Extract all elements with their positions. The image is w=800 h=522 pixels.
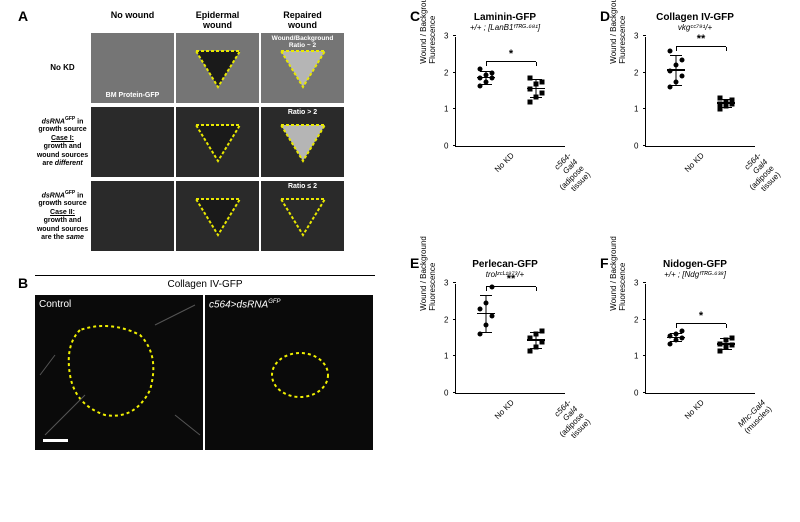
- panel-e-label: E: [410, 255, 419, 271]
- chart-d: Collagen IV-GFP vkgᶜᶜ⁷⁹¹/+ Wound / Backg…: [610, 12, 780, 212]
- x-axis-label: Mhc-Gal4 (muscles): [736, 398, 773, 435]
- y-tick: 1: [634, 352, 638, 361]
- chart-title: Perlecan-GFP: [420, 259, 590, 270]
- grid-a-cell: BM Protein-GFP: [90, 32, 175, 104]
- y-tick: 0: [634, 142, 638, 151]
- grid-a-cell: [175, 180, 260, 252]
- significance-marker: **: [697, 33, 706, 45]
- grid-a-cell: [175, 32, 260, 104]
- y-tick: 2: [444, 315, 448, 324]
- data-point: [478, 306, 483, 311]
- data-point: [540, 79, 545, 84]
- y-axis-label: Wound / Background Fluorescence: [609, 0, 627, 63]
- grid-a: No wound Epidermal wound Repaired wound …: [35, 10, 375, 252]
- panel-b: Collagen IV-GFP Control c564>dsRNAGFP: [35, 275, 375, 450]
- triangle-icon: [188, 191, 248, 241]
- grid-a-cell: [90, 106, 175, 178]
- chart-title: Nidogen-GFP: [610, 259, 780, 270]
- x-axis-label: No KD: [683, 151, 706, 174]
- data-point: [668, 85, 673, 90]
- plot-area: Wound / Background Fluorescence0123No KD…: [455, 37, 565, 147]
- col-header-2: Repaired wound: [260, 10, 345, 30]
- data-point: [528, 348, 533, 353]
- scalebar: [43, 439, 68, 442]
- data-point: [718, 107, 723, 112]
- panel-b-right-image: c564>dsRNAGFP: [205, 295, 373, 450]
- y-tick: 2: [444, 68, 448, 77]
- data-point: [478, 332, 483, 337]
- data-point: [680, 57, 685, 62]
- panel-f-label: F: [600, 255, 609, 271]
- triangle-icon: [273, 43, 333, 93]
- y-tick: 2: [634, 68, 638, 77]
- chart-title: Collagen IV-GFP: [610, 12, 780, 23]
- panel-a-label: A: [18, 8, 28, 24]
- grid-a-cell: Ratio > 2: [260, 106, 345, 178]
- chart-e: Perlecan-GFP trolᶻᶜᴸ¹⁹⁷³/+ Wound / Backg…: [420, 259, 590, 459]
- significance-marker: **: [507, 273, 516, 285]
- y-axis-label: Wound / Background Fluorescence: [419, 0, 437, 63]
- y-tick: 3: [444, 32, 448, 41]
- plot-area: Wound / Background Fluorescence0123No KD…: [645, 284, 755, 394]
- significance-marker: *: [509, 48, 513, 60]
- x-axis-label: c564-Gal4 (adipose tissue): [545, 398, 592, 445]
- x-axis-label: No KD: [493, 151, 516, 174]
- triangle-icon: [273, 117, 333, 167]
- data-point: [490, 314, 495, 319]
- data-point: [680, 74, 685, 79]
- col-header-1: Epidermal wound: [175, 10, 260, 30]
- y-tick: 3: [444, 279, 448, 288]
- data-point: [528, 100, 533, 105]
- x-axis-label: c564-Gal4 (adipose tissue): [545, 151, 592, 198]
- chart-c: Laminin-GFP +/+ ; [LanB1ᶠᵀᴿᴳ·⁶⁸¹] Wound …: [420, 12, 590, 212]
- panel-b-left-image: Control: [35, 295, 203, 450]
- plot-area: Wound / Background Fluorescence0123No KD…: [645, 37, 755, 147]
- grid-a-cell: Ratio ≤ 2: [260, 180, 345, 252]
- y-tick: 3: [634, 279, 638, 288]
- data-point: [668, 48, 673, 53]
- plot-area: Wound / Background Fluorescence0123No KD…: [455, 284, 565, 394]
- y-tick: 2: [634, 315, 638, 324]
- ratio-text: Wound/Background Ratio ~ 2: [261, 35, 344, 49]
- chart-f: Nidogen-GFP +/+ ; [Ndgᶠᵀᴿᴳ·⁶³⁸] Wound / …: [610, 259, 780, 459]
- y-tick: 0: [444, 389, 448, 398]
- grid-a-cell: [175, 106, 260, 178]
- triangle-icon: [188, 43, 248, 93]
- y-axis-label: Wound / Background Fluorescence: [609, 236, 627, 311]
- y-tick: 0: [634, 389, 638, 398]
- y-tick: 0: [444, 142, 448, 151]
- panel-b-label: B: [18, 275, 28, 291]
- grid-a-cell: Wound/Background Ratio ~ 2: [260, 32, 345, 104]
- panel-b-header: Collagen IV-GFP: [35, 275, 375, 292]
- y-tick: 3: [634, 32, 638, 41]
- grid-a-col-headers: No wound Epidermal wound Repaired wound: [90, 10, 375, 30]
- x-axis-label: No KD: [683, 398, 706, 421]
- y-tick: 1: [444, 352, 448, 361]
- grid-a-row-label: dsRNAGFP in growth source Case I: growth…: [35, 116, 90, 169]
- ratio-text: Ratio ≤ 2: [261, 183, 344, 190]
- x-axis-label: No KD: [493, 398, 516, 421]
- grid-a-row-label: No KD: [35, 63, 90, 73]
- y-axis-label: Wound / Background Fluorescence: [419, 236, 437, 311]
- y-tick: 1: [634, 105, 638, 114]
- grid-a-cell: [90, 180, 175, 252]
- grid-a-row-label: dsRNAGFP in growth source Case II: growt…: [35, 190, 90, 243]
- triangle-icon: [273, 191, 333, 241]
- col-header-0: No wound: [90, 10, 175, 30]
- triangle-icon: [188, 117, 248, 167]
- significance-marker: *: [699, 310, 703, 322]
- data-point: [540, 90, 545, 95]
- bm-text: BM Protein-GFP: [91, 92, 174, 99]
- y-tick: 1: [444, 105, 448, 114]
- ratio-text: Ratio > 2: [261, 109, 344, 116]
- x-axis-label: c564-Gal4 (adipose tissue): [735, 151, 782, 198]
- chart-title: Laminin-GFP: [420, 12, 590, 23]
